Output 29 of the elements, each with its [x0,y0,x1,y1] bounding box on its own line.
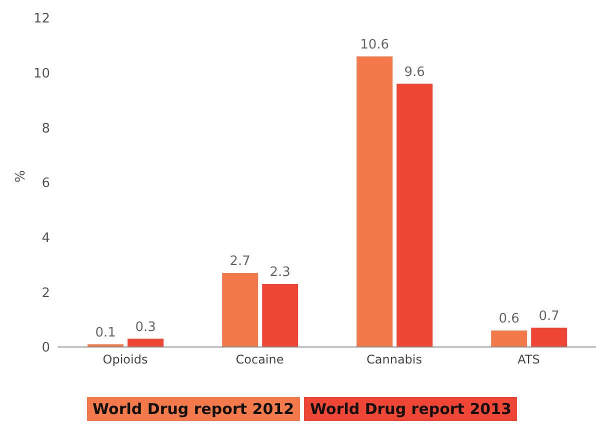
data-label: 0.7 [538,308,560,324]
x-tick-label: Opioids [102,352,148,367]
x-tick-label: Cannabis [366,352,422,367]
data-label: 0.3 [135,320,156,335]
bar [128,338,164,347]
bar [356,56,393,347]
bar [491,330,528,347]
y-tick-label: 6 [42,176,50,192]
data-label: 10.6 [360,37,390,52]
bar [262,284,298,347]
data-label: 9.6 [404,64,425,80]
text: World Drug report 2012 [86,397,300,421]
data-label: 2.3 [270,264,290,280]
y-tick-label: 2 [42,286,50,301]
text: World Drug report 2013 [304,397,518,421]
y-tick-label: 12 [33,12,50,27]
x-tick-label: Cocaine [236,352,284,367]
data-label: 0.1 [95,325,116,340]
bar [396,84,433,347]
x-tick-label: ATS [518,352,540,367]
bar [222,272,258,347]
y-tick-label: 0 [42,340,50,356]
y-tick-label: 10 [33,66,50,82]
y-tick-label: 4 [42,230,50,246]
data-label: 2.7 [230,254,250,269]
bar [531,328,568,347]
y-tick-label: 8 [42,121,50,136]
y-axis-title: % [14,170,29,182]
data-label: 0.6 [498,312,520,327]
